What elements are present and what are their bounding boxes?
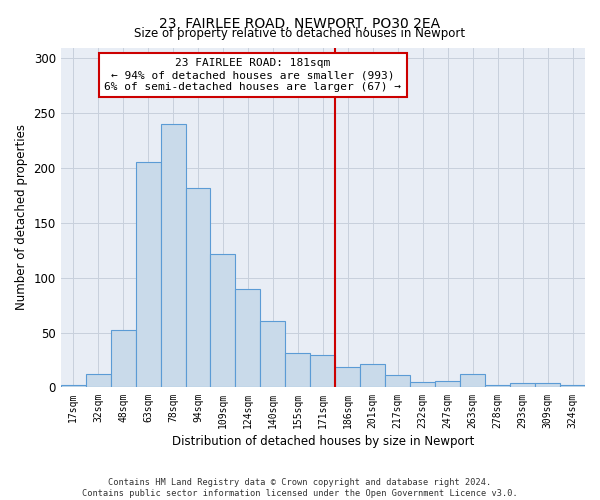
Bar <box>510 383 535 388</box>
Text: Contains HM Land Registry data © Crown copyright and database right 2024.
Contai: Contains HM Land Registry data © Crown c… <box>82 478 518 498</box>
Bar <box>310 354 335 388</box>
Bar <box>460 374 485 388</box>
Bar <box>161 124 185 388</box>
Bar <box>185 188 211 388</box>
Bar <box>110 330 136 388</box>
Bar <box>286 354 310 388</box>
Bar <box>211 254 235 388</box>
Text: 23, FAIRLEE ROAD, NEWPORT, PO30 2EA: 23, FAIRLEE ROAD, NEWPORT, PO30 2EA <box>160 18 440 32</box>
Bar <box>410 382 435 388</box>
Bar <box>485 386 510 388</box>
Bar <box>335 366 360 388</box>
Y-axis label: Number of detached properties: Number of detached properties <box>15 124 28 310</box>
Bar <box>61 386 86 388</box>
Bar <box>560 386 585 388</box>
Bar <box>360 364 385 388</box>
Bar <box>535 383 560 388</box>
Text: 23 FAIRLEE ROAD: 181sqm
← 94% of detached houses are smaller (993)
6% of semi-de: 23 FAIRLEE ROAD: 181sqm ← 94% of detache… <box>104 58 401 92</box>
Bar <box>260 320 286 388</box>
Bar <box>86 374 110 388</box>
Bar <box>136 162 161 388</box>
Text: Size of property relative to detached houses in Newport: Size of property relative to detached ho… <box>134 28 466 40</box>
X-axis label: Distribution of detached houses by size in Newport: Distribution of detached houses by size … <box>172 434 474 448</box>
Bar <box>435 381 460 388</box>
Bar <box>235 289 260 388</box>
Bar <box>385 376 410 388</box>
